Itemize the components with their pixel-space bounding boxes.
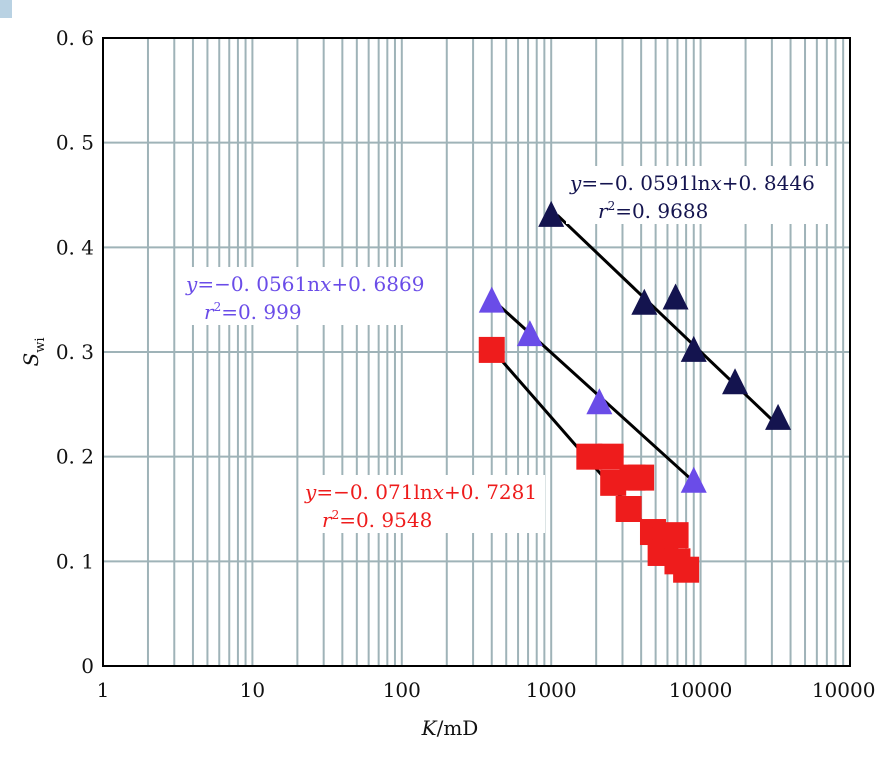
equation-text-series-2: y=−0. 0561nx+0. 6869 [185, 272, 424, 296]
r2-text-series-2: r2=0. 999 [204, 300, 302, 324]
x-tick-label: 1000 [526, 678, 577, 702]
y-tick-label: 0. 6 [56, 26, 94, 50]
data-point-series-3 [597, 443, 624, 470]
data-point-series-3 [478, 336, 505, 363]
data-point-series-3 [615, 496, 642, 522]
equation-text-series-3: y=−0. 071lnx+0. 7281 [304, 480, 537, 504]
y-tick-label: 0. 4 [56, 235, 94, 259]
y-tick-label: 0 [81, 654, 94, 678]
x-tick-label: 1 [97, 678, 110, 702]
data-point-series-1 [631, 288, 658, 315]
data-point-series-3 [628, 464, 655, 491]
equation-label-series-1: y=−0. 0591lnx+0. 8446 r2=0. 9688 [566, 166, 828, 224]
y-tick-label: 0. 5 [56, 131, 94, 155]
data-point-series-3 [673, 556, 700, 583]
equation-label-series-3: y=−0. 071lnx+0. 7281 r2=0. 9548 [301, 475, 545, 533]
x-axis-title: K/mD [421, 716, 479, 740]
data-point-series-2 [680, 466, 707, 493]
x-tick-label: 10000 [669, 678, 733, 702]
data-point-series-1 [662, 283, 689, 310]
corner-accent [0, 0, 12, 18]
equation-text-series-1: y=−0. 0591lnx+0. 8446 [569, 171, 815, 195]
r2-text-series-3: r2=0. 9548 [322, 508, 432, 532]
data-point-series-2 [516, 320, 543, 347]
y-tick-label: 0. 3 [56, 340, 94, 364]
data-point-series-2 [586, 388, 613, 415]
grid [103, 38, 850, 666]
plot-frame [102, 37, 851, 667]
y-tick-label: 0. 1 [56, 549, 94, 573]
data-point-series-1 [765, 403, 792, 430]
x-tick-label: 10 [240, 678, 265, 702]
y-axis-title: Swi [19, 338, 48, 367]
data-point-series-2 [478, 286, 505, 313]
r2-text-series-1: r2=0. 9688 [598, 199, 708, 223]
data-markers [478, 200, 792, 583]
fit-line-series-2 [490, 297, 692, 480]
y-tick-label: 0. 2 [56, 445, 94, 469]
x-tick-label: 100 [383, 678, 421, 702]
data-point-series-1 [538, 200, 565, 227]
data-point-series-1 [680, 335, 707, 362]
equation-label-series-2: y=−0. 0561nx+0. 6869 r2=0. 999 [182, 267, 424, 325]
data-point-series-1 [722, 368, 749, 395]
